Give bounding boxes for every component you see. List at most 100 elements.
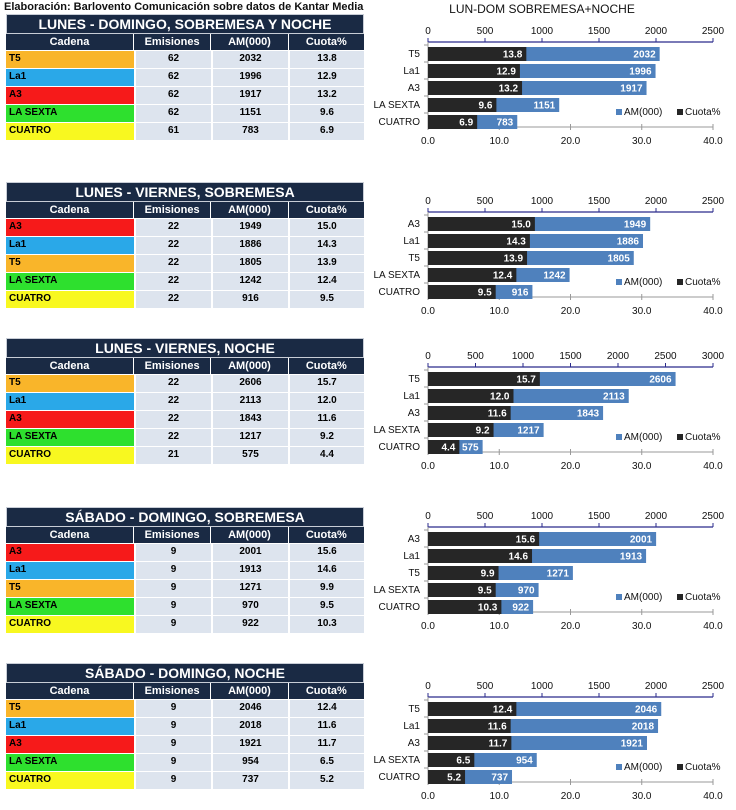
am-data-label: 954 <box>516 756 533 767</box>
audience-cell: 970 <box>211 598 288 615</box>
bottom-axis-tick-label: 30.0 <box>632 621 652 632</box>
audience-cell: 2001 <box>211 544 288 561</box>
top-axis-tick-label: 2500 <box>654 351 677 362</box>
emissions-cell: 62 <box>134 105 211 122</box>
cuota-bar <box>428 81 523 95</box>
top-axis-tick-label: 2000 <box>645 511 668 522</box>
bottom-axis-tick-label: 20.0 <box>561 461 581 472</box>
cuota-bar <box>428 234 530 248</box>
cuota-bar <box>428 217 535 231</box>
cuota-data-label: 12.0 <box>490 392 510 403</box>
channel-name-cell: T5 <box>6 700 134 717</box>
audience-cell: 2046 <box>211 700 288 717</box>
share-cell: 9.9 <box>288 580 364 597</box>
data-table: LUNES - DOMINGO, SOBREMESA Y NOCHE Cadena… <box>6 14 364 140</box>
cuota-data-label: 13.2 <box>499 84 519 95</box>
table-row: La1 9 2018 11.6 <box>6 717 364 735</box>
top-axis-tick-label: 0 <box>425 351 431 362</box>
bar-chart: 0 500 1000 1500 2000 2500 3000 0.0 10.0 20.0 30.0 4… <box>370 345 736 480</box>
legend-swatch-am <box>616 109 622 115</box>
am-data-label: 1242 <box>543 271 566 282</box>
category-label: T5 <box>408 49 420 60</box>
am-data-label: 2113 <box>603 392 625 403</box>
top-axis-tick-label: 500 <box>477 511 494 522</box>
top-axis-tick-label: 2000 <box>607 351 630 362</box>
channel-name-cell: CUATRO <box>6 616 134 633</box>
cuota-data-label: 9.5 <box>478 288 492 299</box>
column-header: AM(000) <box>210 358 287 374</box>
emissions-cell: 9 <box>134 580 211 597</box>
category-label: A3 <box>408 219 421 230</box>
emissions-cell: 61 <box>134 123 211 140</box>
top-axis-tick-label: 500 <box>477 26 494 37</box>
category-label: T5 <box>408 704 420 715</box>
category-label: T5 <box>408 374 420 385</box>
category-label: La1 <box>403 391 420 402</box>
bottom-axis-tick-label: 0.0 <box>421 306 435 317</box>
chart-legend: AM(000) Cuota% <box>616 432 721 443</box>
column-header: Cadena <box>49 36 90 48</box>
channel-name-cell: La1 <box>6 393 134 410</box>
emissions-cell: 9 <box>134 700 211 717</box>
table-row: T5 9 1271 9.9 <box>6 579 364 597</box>
bottom-axis-tick-label: 30.0 <box>632 791 652 802</box>
column-header: Cadena <box>49 685 90 697</box>
chart-legend: AM(000) Cuota% <box>616 762 721 773</box>
share-cell: 6.9 <box>288 123 364 140</box>
share-cell: 15.6 <box>288 544 364 561</box>
table-row: LA SEXTA 9 970 9.5 <box>6 597 364 615</box>
bottom-axis-tick-label: 10.0 <box>490 461 510 472</box>
share-cell: 9.5 <box>288 291 364 308</box>
table-row: LA SEXTA 22 1217 9.2 <box>6 428 364 446</box>
legend-swatch-cuota <box>677 594 683 600</box>
legend-label-am: AM(000) <box>624 432 662 443</box>
chart-title: LUN-DOM SOBREMESA+NOCHE <box>449 2 635 16</box>
cuota-data-label: 11.7 <box>488 739 507 750</box>
channel-name-cell: LA SEXTA <box>6 105 134 122</box>
legend-label-cuota: Cuota% <box>685 762 721 773</box>
category-label: La1 <box>403 721 420 732</box>
cuota-data-label: 13.9 <box>504 254 524 265</box>
top-axis-tick-label: 0 <box>425 681 431 692</box>
share-cell: 11.6 <box>288 411 364 428</box>
bottom-axis-tick-label: 40.0 <box>703 461 723 472</box>
cuota-bar <box>428 389 514 403</box>
category-label: LA SEXTA <box>373 425 420 436</box>
legend-label-am: AM(000) <box>624 277 662 288</box>
bottom-axis-tick-label: 40.0 <box>703 621 723 632</box>
legend-label-cuota: Cuota% <box>685 592 721 603</box>
category-label: CUATRO <box>379 287 421 298</box>
top-axis-tick-label: 1500 <box>588 26 611 37</box>
column-header: Emisiones <box>132 202 210 218</box>
am-data-label: 2046 <box>635 705 658 716</box>
bottom-axis-tick-label: 20.0 <box>561 621 581 632</box>
emissions-cell: 62 <box>134 69 211 86</box>
cuota-bar <box>428 566 499 580</box>
bottom-axis-tick-label: 10.0 <box>490 306 510 317</box>
share-cell: 12.0 <box>288 393 364 410</box>
emissions-cell: 22 <box>134 273 211 290</box>
channel-name-cell: CUATRO <box>6 123 134 140</box>
top-axis-tick-label: 2500 <box>702 196 725 207</box>
category-label: La1 <box>403 66 420 77</box>
cuota-bar <box>428 702 517 716</box>
cuota-data-label: 5.2 <box>447 773 461 784</box>
am-data-label: 737 <box>491 773 508 784</box>
am-data-label: 783 <box>497 118 514 129</box>
am-data-label: 2018 <box>632 722 655 733</box>
category-label: LA SEXTA <box>373 100 420 111</box>
category-label: LA SEXTA <box>373 755 420 766</box>
cuota-bar <box>428 285 496 299</box>
share-cell: 5.2 <box>288 772 364 789</box>
table-row: A3 22 1843 11.6 <box>6 410 364 428</box>
column-header: Cuota% <box>287 358 364 374</box>
share-cell: 9.2 <box>288 429 364 446</box>
top-axis-tick-label: 1000 <box>531 681 554 692</box>
table-row: LA SEXTA 9 954 6.5 <box>6 753 364 771</box>
channel-name-cell: T5 <box>6 375 134 392</box>
bottom-axis-tick-label: 20.0 <box>561 791 581 802</box>
emissions-cell: 9 <box>134 544 211 561</box>
channel-name-cell: CUATRO <box>6 291 134 308</box>
cuota-bar <box>428 98 497 112</box>
am-data-label: 916 <box>512 288 529 299</box>
